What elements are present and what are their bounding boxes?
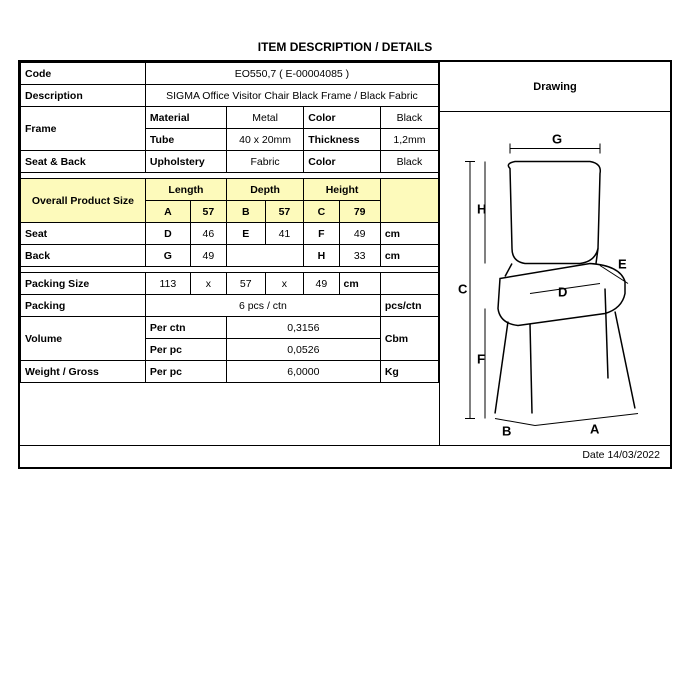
value-material: Metal (226, 107, 303, 129)
drawing-region: Drawing (440, 62, 670, 445)
value-code: EO550,7 ( E-00004085 ) (145, 63, 438, 85)
spec-table-region: Code EO550,7 ( E-00004085 ) Description … (20, 62, 440, 445)
label-B: B (226, 201, 265, 223)
value-F: 49 (339, 223, 380, 245)
drawing-header: Drawing (440, 62, 670, 112)
label-G: G (145, 245, 190, 267)
dim-H: H (477, 202, 486, 217)
label-tube: Tube (145, 129, 226, 151)
label-weight-perpc: Per pc (145, 361, 226, 383)
blank-back-1 (226, 245, 303, 267)
unit-cm-2: cm (380, 245, 438, 267)
spec-sheet: Code EO550,7 ( E-00004085 ) Description … (18, 60, 672, 469)
value-sb-color: Black (380, 151, 438, 173)
label-frame: Frame (21, 107, 146, 151)
value-vol-ctn: 0,3156 (226, 317, 380, 339)
value-frame-color: Black (380, 107, 438, 129)
label-upholstery: Upholstery (145, 151, 226, 173)
label-seat: Seat (21, 223, 146, 245)
value-pk-l: 113 (145, 273, 190, 295)
dim-E: E (618, 257, 627, 272)
label-F: F (304, 223, 339, 245)
blank-unit-header (380, 179, 438, 223)
label-frame-color: Color (304, 107, 381, 129)
value-vol-pc: 0,0526 (226, 339, 380, 361)
value-pk-w: 57 (226, 273, 265, 295)
label-back: Back (21, 245, 146, 267)
value-C: 79 (339, 201, 380, 223)
label-height: Height (304, 179, 381, 201)
dim-G: G (552, 132, 562, 147)
label-depth: Depth (226, 179, 303, 201)
value-tube: 40 x 20mm (226, 129, 303, 151)
label-description: Description (21, 85, 146, 107)
dim-Bfloor: B (502, 424, 511, 439)
label-code: Code (21, 63, 146, 85)
value-thickness: 1,2mm (380, 129, 438, 151)
page-title: ITEM DESCRIPTION / DETAILS (18, 40, 672, 54)
value-A: 57 (190, 201, 226, 223)
x1: x (190, 273, 226, 295)
label-perctn: Per ctn (145, 317, 226, 339)
spec-table: Code EO550,7 ( E-00004085 ) Description … (20, 62, 439, 383)
blank-pk (380, 273, 438, 295)
value-weight: 6,0000 (226, 361, 380, 383)
label-length: Length (145, 179, 226, 201)
dim-C: C (458, 282, 468, 297)
value-pk-h: 49 (304, 273, 339, 295)
unit-kg: Kg (380, 361, 438, 383)
label-perpc: Per pc (145, 339, 226, 361)
chair-drawing: G H C F D E B A (440, 112, 670, 445)
label-packing: Packing (21, 295, 146, 317)
unit-cbm: Cbm (380, 317, 438, 361)
value-description: SIGMA Office Visitor Chair Black Frame /… (145, 85, 438, 107)
unit-cm-3: cm (339, 273, 380, 295)
dim-D: D (558, 285, 567, 300)
label-A: A (145, 201, 190, 223)
value-G: 49 (190, 245, 226, 267)
x2: x (265, 273, 304, 295)
dim-Afloor: A (590, 422, 600, 437)
label-D: D (145, 223, 190, 245)
label-volume: Volume (21, 317, 146, 361)
label-weight: Weight / Gross (21, 361, 146, 383)
label-E: E (226, 223, 265, 245)
label-material: Material (145, 107, 226, 129)
unit-pcsctn: pcs/ctn (380, 295, 438, 317)
label-overall: Overall Product Size (21, 179, 146, 223)
label-seatback: Seat & Back (21, 151, 146, 173)
footer-date: Date 14/03/2022 (20, 445, 670, 467)
value-upholstery: Fabric (226, 151, 303, 173)
unit-cm-1: cm (380, 223, 438, 245)
value-packing: 6 pcs / ctn (145, 295, 380, 317)
label-C: C (304, 201, 339, 223)
value-B: 57 (265, 201, 304, 223)
value-H: 33 (339, 245, 380, 267)
value-D: 46 (190, 223, 226, 245)
label-thickness: Thickness (304, 129, 381, 151)
label-packingsize: Packing Size (21, 273, 146, 295)
label-H: H (304, 245, 339, 267)
dim-F: F (477, 352, 485, 367)
chair-svg: G H C F D E B A (440, 112, 670, 445)
label-sb-color: Color (304, 151, 381, 173)
value-E: 41 (265, 223, 304, 245)
